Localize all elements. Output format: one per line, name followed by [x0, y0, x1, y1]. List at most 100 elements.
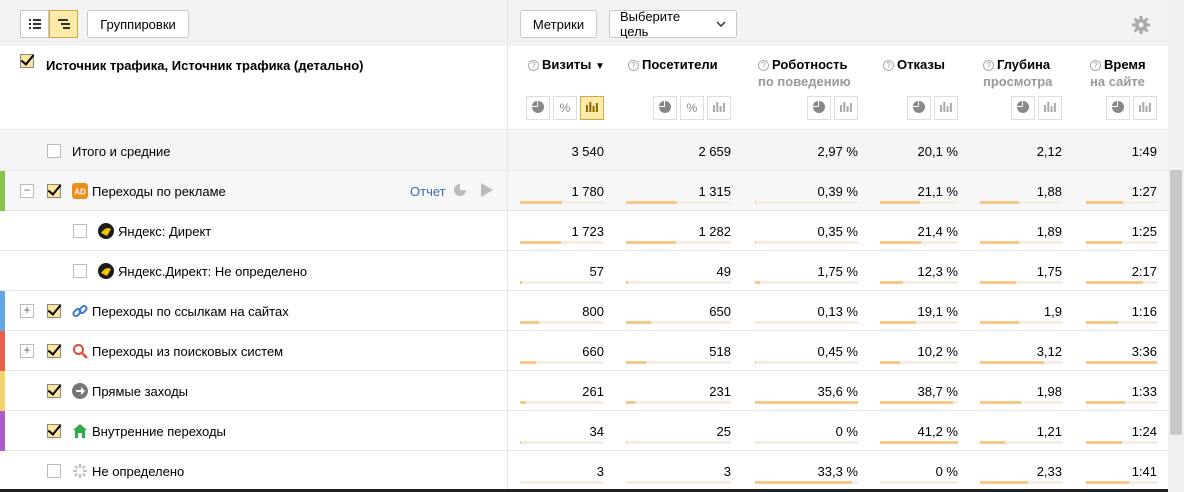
- metric-cell: 3: [626, 451, 731, 491]
- metric-bar-fill: [1086, 281, 1143, 284]
- metric-cell: 261: [520, 371, 604, 411]
- metric-cell: 57: [520, 251, 604, 291]
- gear-icon[interactable]: [1131, 15, 1151, 35]
- column-header[interactable]: ? Визиты ▼: [528, 56, 605, 75]
- report-link[interactable]: Отчет: [410, 184, 446, 199]
- header-checkbox[interactable]: [20, 54, 34, 68]
- table-row[interactable]: + Переходы из поисковых систем 660 518 0,45 …: [0, 331, 1168, 371]
- row-label: Переходы по ссылкам на сайтах: [92, 304, 289, 319]
- metric-cell: 3:36: [1086, 331, 1157, 371]
- percent-view-button[interactable]: %: [553, 96, 577, 120]
- undefined-spinner-icon: [73, 464, 87, 478]
- play-icon[interactable]: [481, 183, 493, 197]
- metric-bar-fill: [626, 441, 628, 444]
- table-row[interactable]: Не определено 3 3 33,3 % 0 % 2,33 1:41: [0, 451, 1168, 491]
- metric-cell: 38,7 %: [880, 371, 958, 411]
- table-row[interactable]: + Переходы по ссылкам на сайтах 800 650 0,13…: [0, 291, 1168, 331]
- metric-bar-fill: [755, 201, 757, 204]
- metric-value: 660: [582, 344, 604, 359]
- column-header[interactable]: ? Глубина просмотра: [983, 56, 1052, 90]
- pie-chart-view-button[interactable]: [526, 96, 550, 120]
- pie-chart-view-button[interactable]: [807, 96, 831, 120]
- metric-value: 57: [589, 264, 604, 279]
- help-icon[interactable]: ?: [758, 60, 769, 71]
- metric-cell: 231: [626, 371, 731, 411]
- metric-value: 231: [709, 384, 731, 399]
- collapse-button[interactable]: −: [20, 184, 34, 198]
- scrollbar[interactable]: [1168, 0, 1184, 492]
- metric-bar-track: [880, 241, 958, 244]
- table-row[interactable]: Внутренние переходы 34 25 0 % 41,2 % 1,21 1:24: [0, 411, 1168, 451]
- metric-bar-track: [626, 241, 731, 244]
- row-checkbox[interactable]: [47, 464, 61, 478]
- metric-value: 1 723: [571, 224, 604, 239]
- metric-value: 3: [723, 464, 731, 479]
- metric-value: 19,1 %: [917, 304, 958, 319]
- metric-cell: 650: [626, 291, 731, 331]
- metric-bar-track: [626, 401, 731, 404]
- metric-bar-track: [520, 481, 604, 484]
- table-row[interactable]: Яндекс: Директ 1 723 1 282 0,35 % 21,4 % 1,89…: [0, 211, 1168, 251]
- row-checkbox[interactable]: [73, 264, 87, 278]
- goal-select[interactable]: Выберите цель: [609, 9, 737, 39]
- metric-bar-track: [755, 321, 858, 324]
- percent-view-button[interactable]: %: [680, 96, 704, 120]
- pie-chart-view-button[interactable]: [907, 96, 931, 120]
- pie-chart-view-button[interactable]: [1106, 96, 1130, 120]
- pie-chart-view-button[interactable]: [1011, 96, 1035, 120]
- totals-row[interactable]: Итого и средние 3 540 2 659 2,97 % 20,1 % 2,1…: [0, 131, 1168, 171]
- bar-chart-view-button[interactable]: [1133, 96, 1157, 120]
- table-row[interactable]: Яндекс.Директ: Не определено 57 49 1,75 % 12…: [0, 251, 1168, 291]
- column-header[interactable]: ? Роботность по поведению: [758, 56, 851, 90]
- help-icon[interactable]: ?: [1090, 60, 1101, 71]
- help-icon[interactable]: ?: [528, 60, 539, 71]
- row-checkbox[interactable]: [47, 344, 61, 358]
- row-checkbox[interactable]: [47, 144, 61, 158]
- help-icon[interactable]: ?: [983, 60, 994, 71]
- metric-bar-track: [880, 321, 958, 324]
- expand-button[interactable]: +: [20, 344, 34, 358]
- source-color-bar: [0, 371, 5, 411]
- column-header[interactable]: ? Время на сайте: [1090, 56, 1146, 90]
- bar-chart-view-button[interactable]: [934, 96, 958, 120]
- metric-value: 35,6 %: [817, 384, 858, 399]
- help-icon[interactable]: ?: [883, 60, 894, 71]
- table-row[interactable]: − AD Переходы по рекламе Отчет 1 780 1 315 0,3…: [0, 171, 1168, 211]
- column-label: Отказы: [897, 57, 945, 72]
- column-view-buttons: [1011, 96, 1062, 122]
- column-label: Визиты: [542, 57, 592, 72]
- bar-chart-view-button[interactable]: [1038, 96, 1062, 120]
- expand-button[interactable]: +: [20, 304, 34, 318]
- metric-bar-fill: [1086, 361, 1157, 364]
- table-row[interactable]: Прямые заходы 261 231 35,6 % 38,7 % 1,98 1:33: [0, 371, 1168, 411]
- bar-chart-view-button[interactable]: [834, 96, 858, 120]
- bottom-edge: [0, 489, 1168, 492]
- row-checkbox[interactable]: [73, 224, 87, 238]
- metric-bar-track: [1086, 401, 1157, 404]
- tree-view-button[interactable]: [49, 10, 78, 38]
- row-checkbox[interactable]: [47, 384, 61, 398]
- metric-bar-track: [626, 281, 731, 284]
- column-view-buttons: %: [526, 96, 604, 122]
- metric-bar-track: [980, 401, 1062, 404]
- row-checkbox[interactable]: [47, 304, 61, 318]
- help-icon[interactable]: ?: [628, 60, 639, 71]
- metric-cell: 1:33: [1086, 371, 1157, 411]
- row-checkbox[interactable]: [47, 184, 61, 198]
- metric-value: 1:33: [1131, 384, 1157, 399]
- pie-chart-view-button[interactable]: [653, 96, 677, 120]
- column-header[interactable]: ? Посетители: [628, 56, 718, 73]
- groupings-button[interactable]: Группировки: [87, 10, 189, 38]
- bar-chart-view-button[interactable]: [580, 96, 604, 120]
- row-checkbox[interactable]: [47, 424, 61, 438]
- metric-bar-fill: [755, 241, 757, 244]
- scrollbar-thumb[interactable]: [1170, 170, 1182, 435]
- metrics-button[interactable]: Метрики: [520, 10, 597, 38]
- column-header[interactable]: ? Отказы: [883, 56, 945, 73]
- source-color-bar: [0, 411, 5, 451]
- metric-cell: 1:49: [1086, 131, 1157, 171]
- list-view-button[interactable]: [20, 10, 49, 38]
- metric-bar-track: [755, 361, 858, 364]
- pie-chart-icon[interactable]: [453, 183, 467, 197]
- bar-chart-view-button[interactable]: [707, 96, 731, 120]
